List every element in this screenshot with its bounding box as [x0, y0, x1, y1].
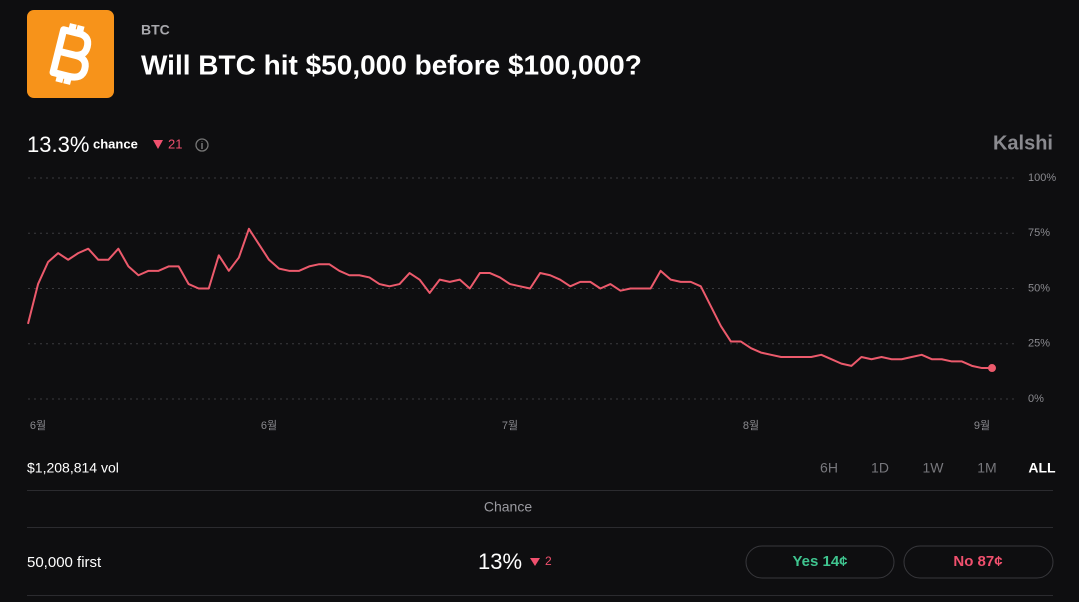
change: 21: [168, 136, 182, 151]
range-button[interactable]: 1W: [923, 460, 945, 476]
range-selector: 6H 1D 1W 1M ALL: [820, 460, 1056, 476]
info-icon[interactable]: [195, 138, 209, 152]
row-label: 50,000 first: [27, 554, 102, 571]
yes-button-bg[interactable]: [745, 545, 895, 579]
y-tick-label: 75%: [1028, 227, 1050, 239]
x-tick-label: 8월: [743, 419, 759, 432]
y-tick-label: 0%: [1028, 393, 1044, 405]
brand: Kalshi: [993, 132, 1053, 154]
range-button[interactable]: 1M: [977, 460, 996, 476]
title: Will BTC hit $50,000 before $100,000?: [141, 49, 642, 80]
x-tick-label: 6월: [30, 419, 46, 432]
y-tick-label: 50%: [1028, 282, 1050, 294]
volume: $1,208,814 vol: [27, 460, 119, 476]
x-tick-label: 9월: [974, 419, 990, 432]
y-tick-label: 100%: [1028, 172, 1056, 184]
range-button[interactable]: ALL: [1028, 460, 1056, 476]
chance-label: chance: [93, 136, 138, 151]
range-button[interactable]: 1D: [871, 460, 889, 476]
x-tick-label: 6월: [261, 419, 277, 432]
down-icon: [530, 558, 540, 566]
btc-glyph: [49, 23, 92, 85]
category: BTC: [141, 22, 170, 38]
line-series: [27, 227, 992, 370]
end-point: [988, 364, 996, 373]
x-tick-label: 7월: [502, 419, 518, 432]
down-icon: [153, 140, 163, 149]
row-chance: 13%: [478, 549, 522, 574]
table-header: Chance: [484, 499, 532, 515]
range-button[interactable]: 6H: [820, 460, 838, 476]
yes-label[interactable]: Yes 14¢: [792, 553, 847, 570]
chart: 0% 25% 50% 75% 100% 6월 6월 7월 8월 9월: [27, 172, 1056, 432]
y-tick-label: 25%: [1028, 338, 1050, 350]
no-button-bg[interactable]: [903, 545, 1054, 579]
row-change: 2: [545, 554, 552, 568]
yes-button[interactable]: Yes 14¢: [745, 545, 895, 579]
no-label[interactable]: No 87¢: [953, 553, 1002, 570]
chance-value: 13.3%: [27, 132, 89, 157]
no-button[interactable]: No 87¢: [903, 545, 1054, 579]
